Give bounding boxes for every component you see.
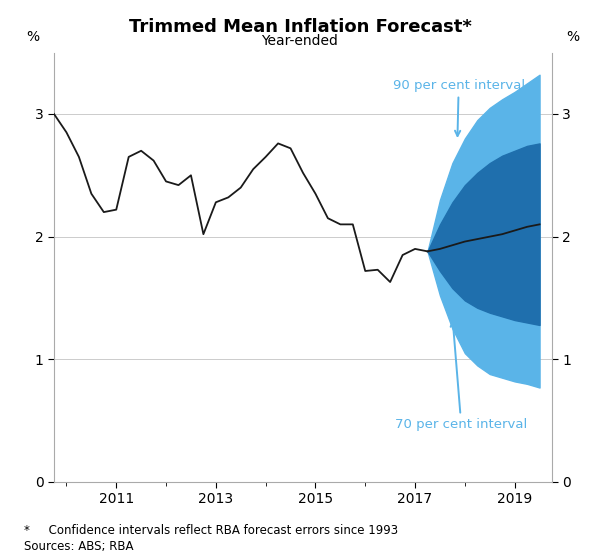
Text: Sources: ABS; RBA: Sources: ABS; RBA	[24, 540, 133, 553]
Text: %: %	[566, 30, 580, 44]
Text: Trimmed Mean Inflation Forecast*: Trimmed Mean Inflation Forecast*	[128, 18, 472, 35]
Text: Year-ended: Year-ended	[262, 34, 338, 48]
Text: 70 per cent interval: 70 per cent interval	[395, 321, 527, 431]
Text: %: %	[26, 30, 40, 44]
Text: 90 per cent interval: 90 per cent interval	[392, 79, 525, 136]
Text: *     Confidence intervals reflect RBA forecast errors since 1993: * Confidence intervals reflect RBA forec…	[24, 524, 398, 536]
